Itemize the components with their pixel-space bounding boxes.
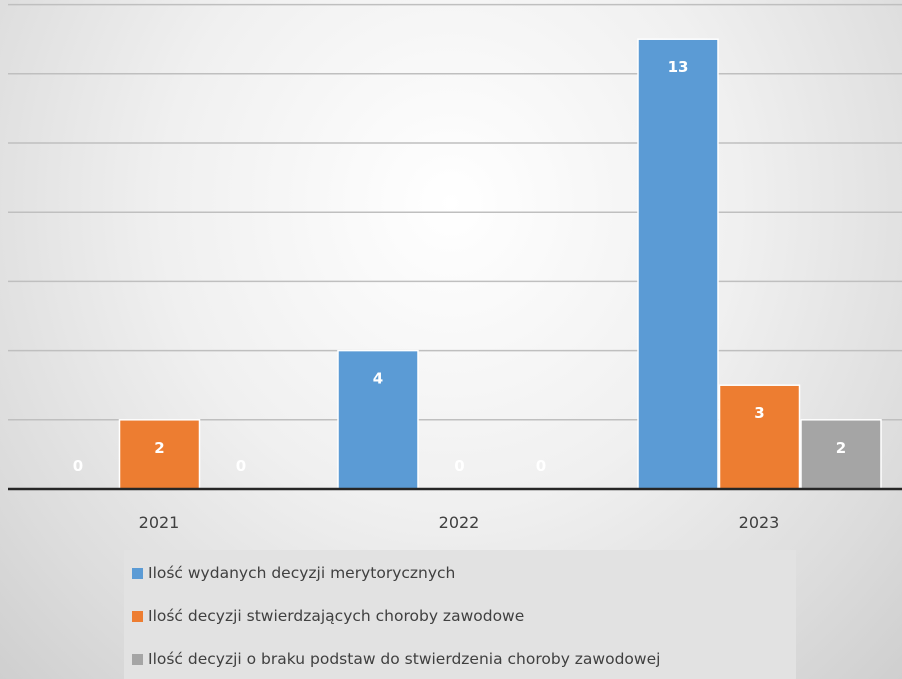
data-label-2023-series-3: 2 [836,439,846,457]
legend-swatch-blue [132,567,143,579]
x-tick-label-2023: 2023 [739,513,780,532]
legend-item: Ilość wydanych decyzji merytorycznych [132,564,455,582]
x-tick-label-2021: 2021 [139,513,180,532]
bars [118,38,882,490]
data-label-2022-series-2: 0 [454,457,464,475]
legend-item: Ilość decyzji stwierdzających choroby za… [132,607,524,625]
data-labels: 0 2 0 4 0 0 13 3 2 [73,58,846,475]
legend-item: Ilość decyzji o braku podstaw do stwierd… [132,650,660,668]
data-label-2023-series-2: 3 [754,404,764,422]
data-label-2022-series-1: 4 [373,370,383,388]
x-axis-ticks: 2021 2022 2023 [139,513,780,532]
x-tick-label-2022: 2022 [439,513,480,532]
data-label-2022-series-3: 0 [536,457,546,475]
gridlines [8,3,902,421]
data-label-2021-series-3: 0 [236,457,246,475]
data-label-2021-series-1: 0 [73,457,83,475]
data-label-2023-series-1: 13 [668,58,689,76]
bar-2022-series-1 [337,349,419,490]
legend-label: Ilość wydanych decyzji merytorycznych [148,564,456,582]
legend-swatch-orange [132,610,143,622]
data-label-2021-series-2: 2 [154,439,164,457]
bar-2023-series-3 [800,419,882,490]
bar-2023-series-2 [718,384,801,490]
legend-label: Ilość decyzji stwierdzających choroby za… [148,607,525,625]
legend-swatch-gray [132,653,143,665]
bar-2023-series-1 [637,38,719,490]
legend-label: Ilość decyzji o braku podstaw do stwierd… [148,650,661,668]
legend: Ilość wydanych decyzji merytorycznych Il… [124,550,796,679]
